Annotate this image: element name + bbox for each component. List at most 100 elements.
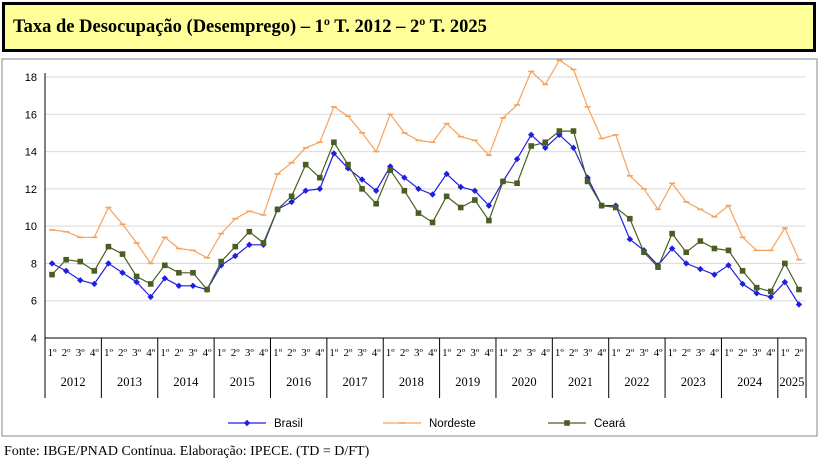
legend-label: Ceará (594, 418, 626, 430)
series-line (51, 59, 800, 265)
data-point (401, 174, 408, 181)
quarter-label: 2º (62, 347, 72, 359)
quarter-label: 2º (174, 347, 184, 359)
data-point (669, 230, 675, 237)
data-point (105, 260, 112, 267)
data-point (767, 288, 774, 295)
quarter-label: 3º (189, 347, 199, 359)
year-label: 2021 (568, 375, 593, 389)
data-point (443, 170, 450, 178)
year-label: 2022 (624, 375, 649, 389)
data-point (358, 176, 366, 183)
legend-label: Nordeste (429, 418, 476, 430)
data-point (217, 262, 225, 269)
quarter-label: 2º (456, 347, 466, 359)
series-line (51, 133, 800, 305)
quarter-label: 1º (386, 347, 396, 359)
quarter-label: 1º (48, 347, 58, 359)
data-point (711, 245, 718, 252)
year-label: 2014 (173, 375, 199, 389)
data-point (91, 268, 98, 274)
year-label: 2017 (343, 375, 368, 389)
data-point (472, 197, 478, 203)
data-point (190, 269, 196, 276)
legend-item-brasil: Brasil (228, 418, 303, 430)
quarter-label: 1º (104, 347, 114, 359)
quarter-label: 1º (668, 347, 678, 359)
data-point (598, 202, 605, 209)
data-point (147, 281, 154, 287)
quarter-label: 2º (625, 347, 635, 359)
quarter-label: 4º (90, 347, 100, 359)
quarter-label: 3º (132, 347, 142, 359)
data-point (570, 144, 577, 152)
data-point (739, 280, 746, 288)
data-point (753, 290, 760, 297)
chart-title: Taxa de Desocupação (Desemprego) – 1º T.… (2, 2, 816, 52)
quarter-label: 4º (428, 347, 438, 359)
data-point (175, 282, 183, 289)
data-point (542, 144, 549, 152)
quarter-label: 4º (654, 347, 664, 359)
quarter-label: 1º (329, 347, 339, 359)
data-point (415, 210, 422, 216)
y-tick-label: 18 (25, 72, 37, 84)
y-tick-label: 8 (31, 258, 37, 270)
quarter-label: 4º (541, 347, 551, 359)
chart-border (1, 58, 818, 437)
quarter-label: 1º (160, 347, 170, 359)
data-point (49, 271, 55, 278)
data-point (415, 185, 422, 193)
data-point (77, 277, 84, 284)
year-label: 2023 (681, 375, 706, 389)
legend-label: Brasil (274, 418, 303, 430)
year-label: 2020 (512, 375, 537, 389)
data-point (401, 187, 408, 194)
data-point (513, 155, 521, 163)
source-note: Fonte: IBGE/PNAD Contínua. Elaboração: I… (4, 444, 370, 459)
y-tick-label: 12 (25, 184, 37, 196)
data-point (359, 186, 365, 192)
data-point (627, 215, 633, 222)
data-point (246, 241, 253, 248)
data-point (641, 249, 647, 256)
data-point (63, 256, 69, 263)
quarter-label: 4º (146, 347, 156, 359)
quarter-label: 4º (597, 347, 607, 359)
data-point (133, 278, 140, 286)
data-point (48, 260, 56, 267)
quarter-label: 3º (76, 347, 86, 359)
data-point (683, 249, 690, 256)
data-point (429, 219, 436, 226)
data-point (119, 251, 126, 257)
quarter-label: 3º (301, 347, 311, 359)
year-label: 2013 (117, 375, 142, 389)
data-point (711, 271, 718, 278)
quarter-label: 1º (724, 347, 734, 359)
year-label: 2016 (286, 375, 311, 389)
data-point (260, 240, 267, 246)
data-point (133, 273, 140, 280)
data-point (668, 245, 676, 252)
data-point (302, 161, 309, 168)
data-point (161, 262, 168, 269)
data-point (584, 178, 591, 185)
quarter-label: 1º (217, 347, 227, 359)
quarter-label: 2º (287, 347, 297, 359)
data-point (246, 228, 253, 235)
legend-item-ceara: Ceará (548, 418, 626, 430)
data-point (471, 187, 479, 194)
quarter-label: 3º (527, 347, 537, 359)
data-point (528, 143, 534, 149)
y-tick-label: 6 (31, 296, 37, 308)
quarter-label: 3º (696, 347, 706, 359)
quarter-label: 4º (710, 347, 720, 359)
data-point (331, 139, 337, 146)
quarter-label: 4º (766, 347, 776, 359)
quarter-label: 4º (484, 347, 494, 359)
quarter-label: 1º (780, 347, 790, 359)
data-point (697, 238, 704, 244)
data-point (570, 128, 577, 134)
quarter-label: 3º (583, 347, 593, 359)
data-point (683, 260, 690, 267)
